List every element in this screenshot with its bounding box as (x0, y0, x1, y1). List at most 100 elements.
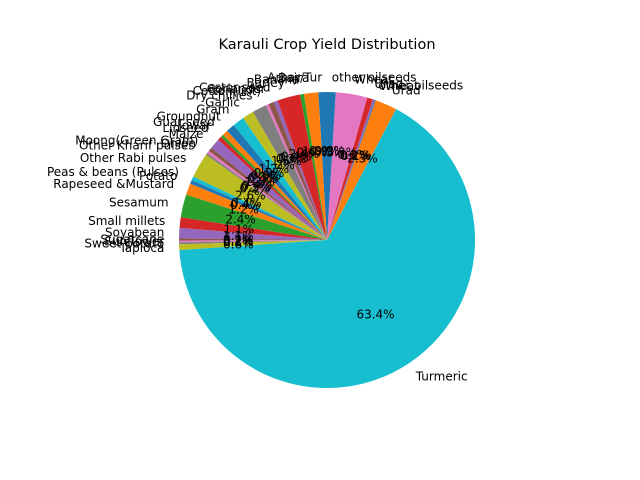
pie-category-label: Tapioca (118, 241, 164, 255)
pie-percent-label: 0.4% (281, 150, 312, 164)
pie-category-label: Potato (139, 169, 177, 183)
pie-category-label: Wheat (380, 79, 419, 93)
pie-category-label: Garlic (205, 95, 240, 109)
pie-percent-labels: 0.9%1.5%0.4%2.4%0.4%0.6%0.3%1.5%1.2%1.2%… (223, 144, 395, 321)
pie-percent-label: 0.3% (249, 171, 280, 185)
pie-slice-castor-seed (273, 100, 327, 241)
pie-percent-label: 1.2% (228, 203, 259, 217)
pie-category-label: Onion (161, 136, 196, 150)
pie-category-label: Sweet potato (84, 237, 164, 251)
pie-category-label: Barley (246, 76, 284, 90)
pie-slice-other-oilseeds (327, 99, 375, 241)
pie-percent-label: 0.2% (239, 181, 270, 195)
pie-percent-label: 0.4% (247, 172, 278, 186)
pie-percent-label: 0.2% (223, 233, 254, 247)
pie-slice-barley (277, 94, 327, 241)
pie-category-label: Coriander (207, 82, 266, 96)
pie-percent-label: 0.4% (297, 146, 328, 160)
pie-category-label: other oilseeds (332, 70, 417, 84)
pie-percent-label: 0.4% (231, 196, 262, 210)
pie-category-label: Banana (254, 73, 300, 87)
pie-category-label: Soyabean (105, 226, 164, 240)
pie-percent-label: 0.2% (340, 149, 371, 163)
pie-category-label: Turmeric (415, 369, 468, 383)
pie-slice-peas-beans-pulses (191, 176, 327, 240)
pie-percent-label: 0.2% (223, 235, 254, 249)
pie-slice-small-millets (179, 217, 327, 240)
pie-slice-wheat (327, 92, 368, 240)
pie-category-label: Maize (169, 127, 204, 141)
pie-category-label: Jowar (177, 119, 211, 133)
pie-slice-cotton-lint (265, 104, 327, 240)
pie-slice-gram (233, 118, 327, 240)
pie-category-label: Bajra (278, 71, 309, 85)
pie-percent-label: 1.1% (224, 223, 255, 237)
pie-category-label: Sugarcane (100, 233, 164, 247)
pie-percent-label: 0.9% (254, 166, 285, 180)
pie-slice-urad (327, 100, 397, 240)
pie-category-label: Linseed (162, 121, 208, 135)
pie-slice-dry-chillies (252, 105, 327, 240)
pie-percent-label: 2.3% (347, 152, 378, 166)
pie-slice-banana (299, 93, 327, 240)
pie-slice-onion (207, 150, 327, 240)
pie-category-label: Other Rabi pulses (80, 151, 187, 165)
pie-slice-maize (211, 139, 327, 240)
pie-slice-arhar-tur (318, 92, 327, 240)
pie-category-label: Other Kharif pulses (79, 138, 194, 152)
pie-category-label: Rapeseed &Mustard (53, 177, 174, 191)
pie-category-label: Groundnut (157, 110, 221, 124)
pie-slice-bajra (303, 92, 327, 240)
pie-category-label: Peas & beans (Pulses) (47, 165, 179, 179)
pie-percent-label: 0.4% (230, 198, 261, 212)
pie-slice-groundnut (227, 125, 327, 240)
pie-slices (178, 92, 475, 388)
pie-category-label: Castor seed (199, 80, 270, 94)
pie-percent-label: 2.4% (225, 213, 256, 227)
pie-percent-label: 0.6% (338, 148, 369, 162)
pie-percent-label: 1.2% (259, 162, 290, 176)
pie-slice-other-rabi-pulses (193, 154, 327, 240)
pie-slice-rapeseed-mustard (186, 183, 327, 240)
pie-category-label: Arhar/Tur (267, 70, 322, 84)
pie-slice-turmeric (179, 109, 475, 388)
pie-percent-label: 0.9% (314, 144, 345, 158)
pie-slice-sunflower (179, 240, 327, 243)
pie-category-label: Gram (196, 103, 229, 117)
pie-slice-sesamum (180, 194, 327, 240)
pie-percent-label: 2.4% (289, 147, 320, 161)
pie-category-label: Dry chillies (186, 88, 252, 102)
pie-slice-guar-seed (222, 130, 327, 240)
pie-slice-tapioca (179, 240, 327, 251)
pie-category-label: Urad (392, 84, 421, 98)
pie-slice-garlic (243, 111, 327, 240)
pie-percent-label: 0.1% (341, 149, 372, 163)
pie-percent-label: 1.2% (264, 158, 295, 172)
pie-percent-label: 1.1% (223, 229, 254, 243)
pie-category-label: Cotton(lint) (193, 84, 261, 98)
pie-slice-soyabean (179, 227, 327, 240)
pie-slice-other-oilseeds (327, 92, 336, 240)
pie-category-label: other oilseeds (378, 79, 463, 93)
pie-slice-wheat (327, 99, 376, 240)
pie-category-label: Urad (374, 77, 403, 91)
pie-slice-moong-green-gram (208, 147, 327, 240)
pie-category-label: Guar seed (153, 115, 215, 129)
pie-percent-label: 0.2% (223, 234, 254, 248)
pie-percent-label: 0.6% (251, 169, 282, 183)
pie-category-label: Sesamum (109, 195, 169, 209)
pie-slice-other-kharif-pulses (205, 153, 327, 240)
pie-percent-label: 1.5% (271, 154, 302, 168)
pie-percent-label: 0.6% (278, 151, 309, 165)
chart-title: Karauli Crop Yield Distribution (218, 37, 435, 53)
pie-percent-label: 0.3% (276, 152, 307, 166)
pie-category-label: Moong(Green Gram) (75, 133, 198, 147)
pie-slice-jowar (220, 134, 327, 240)
pie-slice-coriander (268, 101, 327, 241)
pie-percent-label: 1.1% (244, 175, 275, 189)
pie-percent-label: 0.3% (240, 180, 271, 194)
pie-percent-label: 2.6% (235, 188, 266, 202)
pie-percent-label: 0.6% (223, 237, 254, 251)
pie-slice-urad (327, 97, 373, 240)
